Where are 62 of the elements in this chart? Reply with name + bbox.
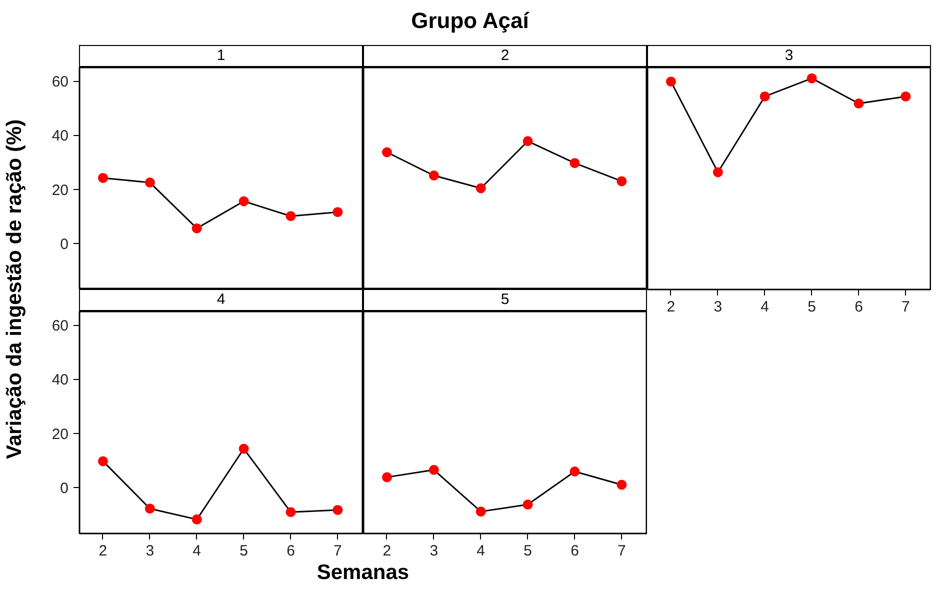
x-tick-label: 3: [714, 298, 722, 316]
x-tick-label: 6: [286, 542, 295, 560]
point: [712, 167, 723, 178]
text: Grupo Açaí: [411, 7, 529, 35]
chart-subtitle: 3: [784, 46, 794, 65]
y-tick-label: 20: [52, 426, 69, 443]
point: [382, 147, 392, 158]
x-tick-label: 4: [760, 298, 770, 316]
point: [144, 178, 155, 188]
point: [476, 183, 486, 194]
point: [332, 207, 343, 218]
x-tick-label: 7: [618, 542, 626, 560]
x-tick-label: 6: [570, 542, 579, 560]
point: [570, 466, 580, 476]
x-tick-label: 7: [334, 542, 342, 560]
point: [854, 98, 864, 108]
x-tick-label: 4: [192, 542, 202, 560]
y-axis-title: Variação da ingestão de ração (%): [2, 119, 27, 459]
point: [382, 472, 392, 482]
point: [192, 223, 202, 234]
point: [98, 456, 108, 466]
x-tick-label: 5: [524, 542, 532, 560]
point: [666, 76, 676, 87]
point: [238, 196, 249, 206]
point: [98, 172, 108, 183]
point: [616, 176, 627, 186]
x-tick-label: 7: [902, 298, 910, 316]
x-tick-label: 5: [240, 542, 248, 560]
point: [144, 504, 155, 514]
point: [476, 506, 486, 517]
x-axis-title: Semanas: [316, 560, 410, 586]
point: [332, 504, 343, 515]
point: [192, 514, 202, 524]
y-tick-label: 20: [52, 182, 69, 199]
point: [760, 91, 770, 102]
point: [286, 211, 296, 222]
chart-subtitle: 1: [216, 46, 226, 65]
y-tick-label: 60: [52, 74, 69, 91]
x-tick-label: 2: [666, 298, 676, 316]
x-tick-label: 2: [98, 542, 108, 560]
y-tick-label: 0: [60, 480, 68, 497]
point: [428, 170, 439, 181]
point: [428, 464, 439, 475]
chart-subtitle: 2: [500, 46, 510, 65]
point: [616, 480, 627, 490]
x-tick-label: 3: [146, 542, 154, 560]
x-tick-label: 2: [382, 542, 392, 560]
x-tick-label: 3: [430, 542, 438, 560]
x-tick-label: 6: [854, 298, 863, 316]
x-tick-label: 5: [808, 298, 816, 316]
point: [286, 507, 296, 518]
point: [522, 136, 533, 146]
y-tick-label: 40: [52, 128, 69, 145]
y-tick-label: 40: [52, 372, 69, 389]
y-tick-label: 60: [52, 318, 69, 335]
y-tick-label: 0: [60, 236, 68, 253]
x-tick-label: 4: [476, 542, 486, 560]
point: [570, 158, 580, 168]
point: [900, 91, 911, 102]
point: [806, 73, 817, 84]
point: [522, 500, 533, 510]
point: [238, 444, 249, 454]
